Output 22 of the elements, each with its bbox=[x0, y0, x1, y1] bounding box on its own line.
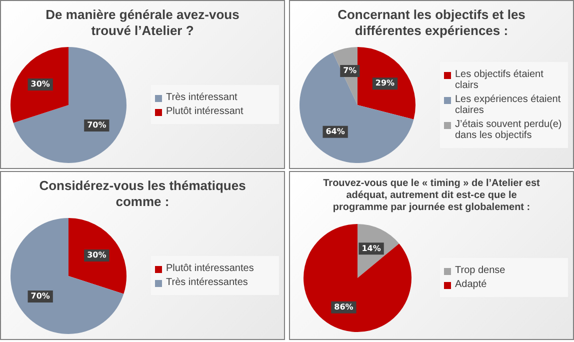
legend-label: Les expériences étaient claires bbox=[455, 94, 562, 116]
data-label: 7% bbox=[343, 66, 357, 75]
legend-label: Très intéressantes bbox=[166, 277, 248, 288]
legend-label: J’étais souvent perdu(e) dans les objectifs bbox=[455, 118, 563, 140]
data-label: 64% bbox=[326, 126, 345, 136]
legend-label: Plutôt intéressantes bbox=[166, 263, 254, 274]
data-label: 70% bbox=[87, 120, 106, 130]
data-label: 14% bbox=[362, 243, 381, 252]
data-label: 70% bbox=[30, 291, 50, 300]
data-label: 29% bbox=[375, 78, 395, 88]
legend-label: Plutôt intéressant bbox=[166, 106, 244, 117]
chart-title: Concernant les objectifs et les différentes expériences : bbox=[336, 6, 526, 40]
data-label: 30% bbox=[30, 79, 50, 88]
chart-title: Considérez-vous les thématiques comme : bbox=[38, 177, 247, 211]
legend-label: Très intéressant bbox=[166, 92, 238, 103]
legend-label: Trop dense bbox=[455, 265, 506, 276]
legend-label: Adapté bbox=[455, 279, 487, 290]
legend-label: Les objectifs étaient clairs bbox=[455, 68, 544, 90]
chart-title: Trouvez-vous que le « timing » de l’Atelier est adéquat, autrement dit est-ce que le programme par journée est globalement : bbox=[322, 177, 541, 215]
chart-title: De manière générale avez-vous trouvé l’Atelier ? bbox=[44, 6, 240, 40]
data-label: 86% bbox=[334, 302, 354, 311]
data-label: 30% bbox=[87, 250, 106, 260]
